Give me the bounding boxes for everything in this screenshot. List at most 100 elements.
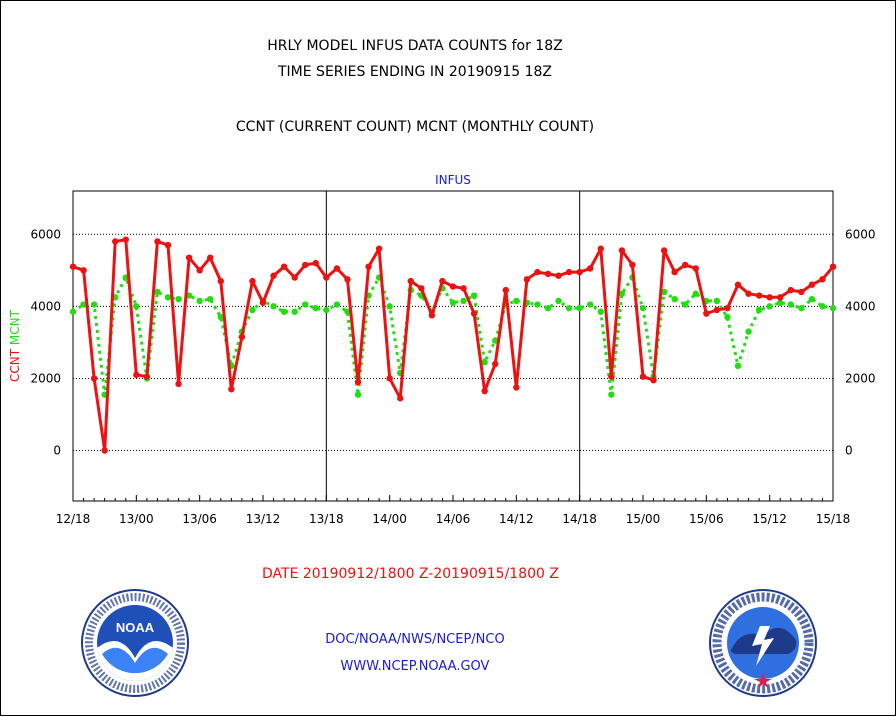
point-ccnt [808, 281, 816, 288]
point-mcnt [639, 304, 647, 312]
point-ccnt [819, 276, 826, 283]
point-mcnt [576, 304, 583, 312]
point-mcnt [544, 304, 552, 312]
point-mcnt [164, 294, 172, 301]
y-tick-label-right: 0 [845, 444, 853, 458]
date-range-label: DATE 20190912/1800 Z-20190915/1800 Z [262, 566, 559, 582]
point-ccnt [449, 283, 457, 290]
point-ccnt [164, 241, 172, 249]
point-ccnt [523, 276, 531, 283]
point-ccnt [270, 272, 277, 279]
point-ccnt [724, 304, 731, 312]
point-ccnt [798, 288, 805, 296]
point-mcnt [513, 297, 520, 305]
series-line-ccnt [72, 238, 835, 452]
point-ccnt [555, 272, 562, 279]
point-mcnt [755, 306, 763, 314]
point-ccnt [333, 265, 341, 272]
point-ccnt [713, 306, 721, 314]
point-mcnt [344, 308, 351, 315]
point-mcnt [724, 313, 731, 321]
point-mcnt [280, 308, 288, 315]
point-mcnt [270, 303, 277, 310]
point-mcnt [460, 297, 467, 305]
x-tick-label: 14/06 [436, 512, 471, 526]
y-tick-label-left: 6000 [30, 227, 61, 241]
point-ccnt [492, 360, 499, 368]
y-tick-label-left: 2000 [30, 371, 61, 385]
point-mcnt [555, 297, 562, 305]
point-mcnt [312, 304, 319, 312]
point-mcnt [333, 301, 341, 308]
point-ccnt [217, 277, 224, 285]
point-mcnt [90, 301, 98, 308]
point-ccnt [534, 268, 541, 276]
point-ccnt [154, 238, 161, 245]
point-ccnt [682, 261, 689, 269]
point-ccnt [133, 371, 140, 379]
point-mcnt [386, 303, 393, 310]
point-mcnt [217, 313, 224, 321]
y-axis-label-mcnt: MCNT [8, 309, 22, 345]
y-tick-label-right: 2000 [845, 371, 876, 385]
point-ccnt [228, 386, 235, 393]
x-tick-label: 14/00 [372, 512, 407, 526]
point-mcnt [787, 301, 794, 308]
x-tick-label: 14/18 [562, 512, 597, 526]
point-ccnt [207, 254, 214, 261]
point-ccnt [777, 294, 784, 301]
point-ccnt [608, 373, 615, 380]
y-tick-label-right: 4000 [845, 299, 876, 313]
point-ccnt [196, 267, 203, 274]
point-ccnt [143, 373, 151, 380]
point-ccnt [407, 277, 414, 285]
point-mcnt [534, 301, 541, 308]
point-ccnt [513, 384, 520, 391]
point-ccnt [587, 265, 594, 272]
point-ccnt [323, 274, 330, 281]
x-tick-label: 13/18 [309, 512, 344, 526]
point-ccnt [470, 310, 478, 317]
plot-area [72, 190, 834, 502]
y-axis-label-ccnt: CCNT [8, 345, 22, 382]
point-ccnt [618, 247, 626, 254]
point-ccnt [439, 277, 446, 285]
point-mcnt [618, 290, 626, 297]
point-ccnt [460, 285, 467, 292]
point-ccnt [238, 333, 246, 341]
point-ccnt [755, 292, 763, 299]
point-mcnt [682, 301, 689, 308]
x-tick-label: 15/06 [689, 512, 724, 526]
point-ccnt [354, 378, 362, 386]
point-mcnt [80, 301, 87, 308]
point-ccnt [660, 247, 668, 254]
x-tick-label: 12/18 [56, 512, 91, 526]
point-ccnt [745, 290, 752, 297]
point-mcnt [597, 308, 604, 315]
x-tick-label: 14/12 [499, 512, 534, 526]
point-mcnt [808, 295, 816, 303]
point-ccnt [703, 310, 710, 317]
point-ccnt [766, 294, 773, 301]
point-ccnt [259, 299, 267, 306]
point-ccnt [502, 286, 509, 294]
point-mcnt [745, 328, 752, 335]
point-mcnt [470, 292, 478, 299]
point-mcnt [660, 288, 668, 296]
point-mcnt [766, 303, 773, 310]
point-ccnt [312, 259, 319, 267]
credit-url: WWW.NCEP.NOAA.GOV [340, 659, 490, 674]
point-ccnt [344, 276, 351, 283]
point-mcnt [154, 288, 161, 296]
point-mcnt [69, 308, 77, 315]
svg-text:NOAA: NOAA [116, 620, 155, 635]
point-ccnt [185, 254, 193, 261]
point-mcnt [734, 362, 742, 370]
point-mcnt [354, 391, 362, 398]
point-mcnt [798, 304, 805, 312]
chart-title-line1: HRLY MODEL INFUS DATA COUNTS for 18Z [267, 38, 563, 54]
point-ccnt [639, 373, 647, 380]
point-ccnt [112, 238, 119, 245]
point-ccnt [787, 286, 794, 294]
